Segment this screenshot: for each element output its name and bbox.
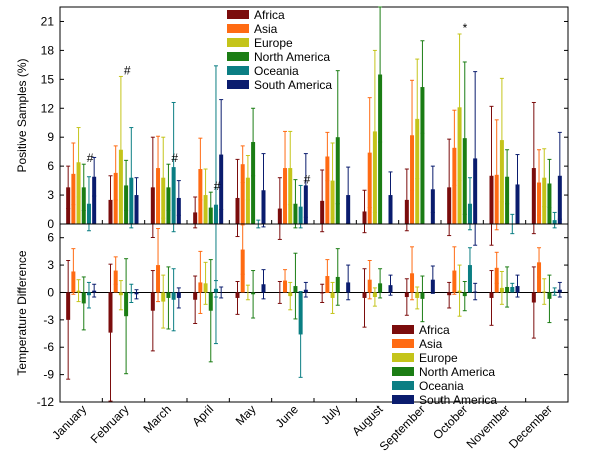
significance-marker: # xyxy=(214,179,221,193)
bar xyxy=(92,176,97,224)
legend-label: South America xyxy=(254,78,332,92)
significance-marker: # xyxy=(124,63,131,77)
legend-swatch xyxy=(227,80,249,89)
y-tick-label: -9 xyxy=(43,368,54,382)
month-label: June xyxy=(273,402,302,431)
bar xyxy=(325,156,330,224)
legend-label: North America xyxy=(419,365,495,379)
y-tick-label: 18 xyxy=(41,43,55,57)
bar xyxy=(378,74,383,224)
y-tick-label: 0 xyxy=(47,217,54,231)
legend-swatch xyxy=(227,24,249,33)
temperature-difference-chart: -12 -9 -6 -3 0 3 6 Temperature Difference Africa… xyxy=(15,223,569,409)
month-label: November xyxy=(464,402,513,451)
month-label: April xyxy=(189,402,216,429)
month-label: May xyxy=(233,402,259,428)
legend-label: South America xyxy=(419,393,497,407)
legend-label: Africa xyxy=(254,8,285,22)
month-label: February xyxy=(88,402,132,446)
legend-swatch xyxy=(392,353,414,362)
y-tick-label: 21 xyxy=(41,14,55,28)
y-tick-label: 12 xyxy=(41,101,55,115)
legend-label: Europe xyxy=(254,36,293,50)
legend-swatch xyxy=(392,339,414,348)
bar xyxy=(251,142,256,224)
significance-marker: # xyxy=(171,151,178,165)
legend-swatch xyxy=(227,38,249,47)
legend-swatch xyxy=(227,66,249,75)
legend-swatch xyxy=(392,395,414,404)
significance-marker: # xyxy=(87,151,94,165)
legend-label: Oceania xyxy=(419,379,464,393)
legend-label: Europe xyxy=(419,351,458,365)
legend-swatch xyxy=(392,325,414,334)
y-tick-label: -12 xyxy=(37,395,55,409)
legend-label: North America xyxy=(254,50,330,64)
y-tick-label: 6 xyxy=(47,231,54,245)
legend-swatch xyxy=(392,367,414,376)
y-tick-label: 9 xyxy=(47,130,54,144)
legend-label: Africa xyxy=(419,323,450,337)
legend-label: Oceania xyxy=(254,64,299,78)
y-tick-label: 3 xyxy=(47,258,54,272)
significance-marker: # xyxy=(304,172,311,186)
month-label: August xyxy=(349,402,386,439)
legend-swatch xyxy=(227,10,249,19)
month-label: October xyxy=(430,402,470,442)
bar xyxy=(420,87,425,224)
y-tick-label: 3 xyxy=(47,188,54,202)
y-tick-label: -6 xyxy=(43,340,54,354)
bar xyxy=(245,177,250,224)
y-tick-label: 15 xyxy=(41,72,55,86)
bar xyxy=(240,164,245,224)
month-label: July xyxy=(318,402,343,427)
month-label: September xyxy=(377,402,428,453)
month-label: January xyxy=(49,402,89,442)
positive-samples-chart: 0 3 6 9 12 15 18 21 Positive Samples (%) # # # # # * Af… xyxy=(15,6,569,345)
y-axis-label: Temperature Difference xyxy=(15,250,29,376)
y-axis-label: Positive Samples (%) xyxy=(15,58,29,172)
month-label: March xyxy=(140,402,173,435)
y-tick-label: 6 xyxy=(47,159,54,173)
legend-label: Asia xyxy=(254,22,278,36)
y-tick-label: 0 xyxy=(47,285,54,299)
y-tick-label: -3 xyxy=(43,313,54,327)
significance-marker: * xyxy=(463,21,468,35)
legend-swatch xyxy=(392,381,414,390)
month-label: December xyxy=(506,402,555,451)
legend-swatch xyxy=(227,52,249,61)
legend-label: Asia xyxy=(419,337,443,351)
